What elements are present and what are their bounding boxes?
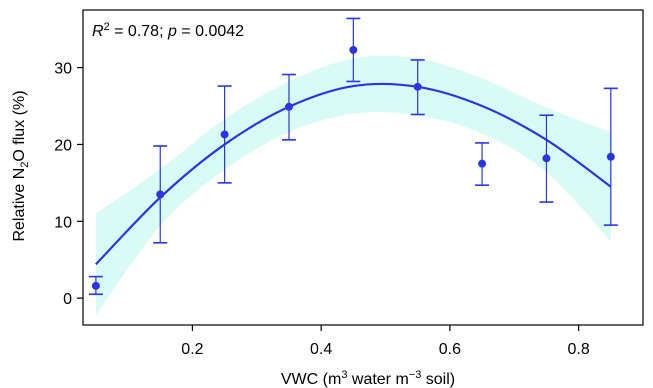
y-label-prefix: Relative N xyxy=(11,168,28,242)
x-label-prefix: VWC (m xyxy=(281,371,341,388)
fit-curve-layer xyxy=(95,82,612,266)
y-label-suffix: O flux (%) xyxy=(11,90,28,161)
x-tick-label: 0.4 xyxy=(310,341,332,358)
data-point xyxy=(606,152,615,161)
data-point xyxy=(478,159,487,168)
r2-superscript: 2 xyxy=(104,21,110,33)
x-tick-label: 0.6 xyxy=(439,341,461,358)
data-point xyxy=(284,102,293,111)
plot-frame xyxy=(82,9,644,326)
x-tick-label: 0.2 xyxy=(181,341,203,358)
fit-curve xyxy=(95,82,612,266)
r2-symbol: R xyxy=(92,23,104,40)
y-axis-label: Relative N2O flux (%) xyxy=(11,90,31,241)
data-point xyxy=(156,190,165,199)
x-label-sup2: −3 xyxy=(409,369,422,381)
x-label-suffix: soil) xyxy=(421,371,455,388)
fit-annotation: R2 = 0.78; p = 0.0042 xyxy=(92,21,244,40)
data-point xyxy=(349,45,358,54)
data-point xyxy=(413,82,422,91)
x-label-sup1: 3 xyxy=(341,369,347,381)
data-point xyxy=(220,130,229,139)
x-label-middle: water m xyxy=(347,371,408,388)
y-tick-label: 20 xyxy=(54,137,72,154)
p-value: = 0.0042 xyxy=(177,23,244,40)
x-axis-label: VWC (m3 water m−3 soil) xyxy=(281,369,455,388)
y-tick-label: 0 xyxy=(63,291,72,308)
r2-value: = 0.78; xyxy=(110,23,168,40)
data-point xyxy=(542,154,551,163)
y-tick-label: 10 xyxy=(54,214,72,231)
p-symbol: p xyxy=(167,23,177,40)
data-point xyxy=(91,281,100,290)
y-label-sub: 2 xyxy=(19,162,31,168)
data-points-layer xyxy=(91,45,615,290)
x-tick-label: 0.8 xyxy=(568,341,590,358)
y-axis-ticks: 0 10 20 30 xyxy=(54,61,83,308)
y-tick-label: 30 xyxy=(54,61,72,78)
x-axis-ticks: 0.2 0.4 0.6 0.8 xyxy=(181,325,590,358)
